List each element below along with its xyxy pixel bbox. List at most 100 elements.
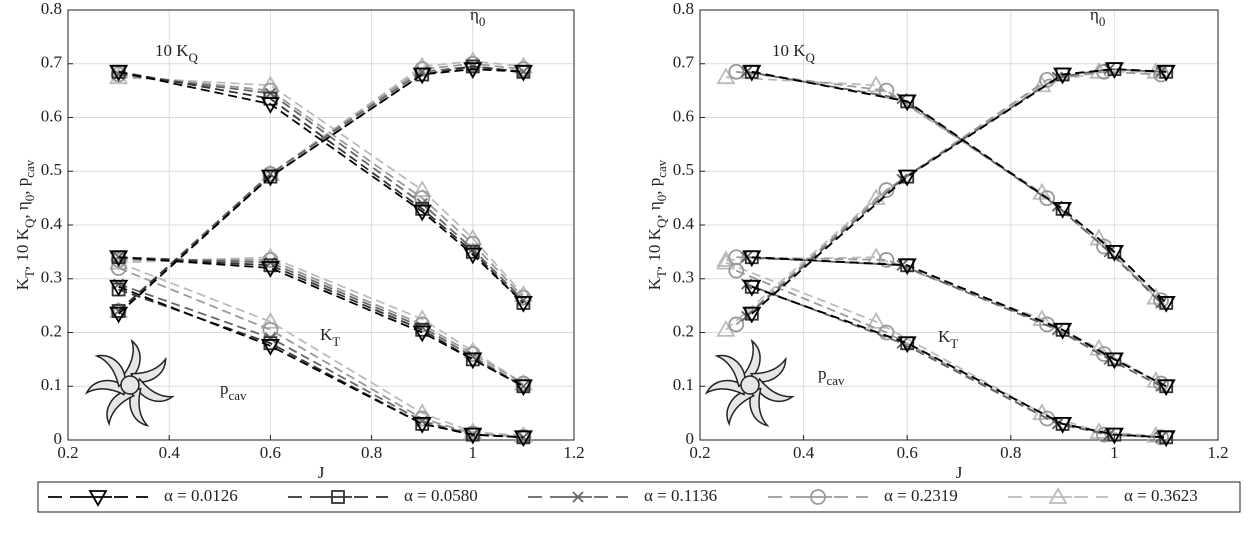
x-axis-label: J <box>956 463 963 482</box>
annotation: pcav <box>818 364 845 389</box>
axes-frame <box>67 9 575 441</box>
series-line <box>118 65 524 312</box>
data-point <box>742 250 762 268</box>
series-line <box>751 68 1167 315</box>
series-line <box>118 283 524 439</box>
series-line <box>118 76 525 296</box>
data-point <box>109 250 129 268</box>
annotation: 10 KQ <box>155 41 199 66</box>
subscript: T <box>654 270 669 278</box>
series-line <box>746 70 1162 304</box>
data-point <box>866 311 886 329</box>
series-line <box>118 256 524 388</box>
legend-label: α = 0.0580 <box>404 486 478 505</box>
text-part: η <box>470 5 479 24</box>
data-point <box>878 252 895 268</box>
data-point <box>260 97 280 114</box>
y-tick-label: 0.7 <box>41 53 63 72</box>
series-line <box>118 70 525 304</box>
data-point <box>866 247 886 265</box>
series-line <box>117 60 524 312</box>
data-point <box>412 416 432 434</box>
text-part: , p <box>13 178 32 195</box>
x-tick-label: 0.4 <box>159 443 181 462</box>
subscript: Q <box>806 50 816 65</box>
subscript: T <box>22 270 37 278</box>
subscript: cav <box>229 388 248 403</box>
propeller-icon <box>704 340 796 430</box>
data-point <box>412 204 432 222</box>
y-tick-label: 0 <box>54 429 63 448</box>
legend-marker <box>1048 487 1068 504</box>
legend-label: α = 0.0126 <box>164 486 238 505</box>
subscript: cav <box>827 373 846 388</box>
series-line <box>725 70 1156 331</box>
text-part: 10 K <box>155 41 189 60</box>
data-point <box>1039 190 1055 207</box>
y-tick-label: 0.6 <box>41 106 62 125</box>
series-line <box>118 256 524 385</box>
text-part: η <box>1090 5 1099 24</box>
y-tick-label: 0.5 <box>673 160 694 179</box>
x-tick-label: 0.8 <box>361 443 382 462</box>
subscript: 0 <box>654 195 669 202</box>
series-line <box>117 62 524 312</box>
data-point <box>109 279 129 297</box>
data-point <box>260 261 280 278</box>
legend-label: α = 0.1136 <box>644 486 717 505</box>
data-point <box>513 425 533 443</box>
series-line <box>751 68 1167 315</box>
y-tick-label: 0.2 <box>41 321 62 340</box>
text-part: p <box>818 364 827 383</box>
data-point <box>878 182 895 198</box>
data-point <box>742 306 762 324</box>
data-point <box>742 64 762 82</box>
subscript: Q <box>22 218 37 228</box>
data-point <box>897 336 917 354</box>
x-tick-label: 0.2 <box>689 443 710 462</box>
data-point <box>728 262 745 279</box>
series-line <box>118 70 525 304</box>
text-part: , η <box>645 201 664 218</box>
legend-marker <box>810 489 826 505</box>
data-point <box>1053 201 1073 219</box>
y-axis-label: KT, 10 KQ, η0, pcav <box>13 159 38 290</box>
propeller-icon <box>84 340 176 430</box>
x-tick-label: 1.2 <box>1207 443 1228 462</box>
annotation: pcav <box>220 379 247 404</box>
series-line <box>746 68 1162 318</box>
data-point <box>109 64 129 82</box>
text-part: K <box>645 277 664 290</box>
data-point <box>1104 427 1124 445</box>
data-point <box>513 64 533 82</box>
y-tick-label: 0.5 <box>41 160 62 179</box>
text-part: 10 K <box>772 41 806 60</box>
subscript: T <box>950 336 958 351</box>
series-line <box>118 261 524 437</box>
x-tick-label: 1 <box>469 443 478 462</box>
subscript: Q <box>189 50 199 65</box>
x-axis-label: J <box>318 463 325 482</box>
subscript: 0 <box>1099 14 1106 29</box>
data-point <box>463 352 483 370</box>
text-part: , 10 K <box>645 227 664 270</box>
data-point <box>897 94 917 112</box>
y-tick-label: 0.1 <box>41 375 62 394</box>
series-line <box>118 285 524 439</box>
data-point <box>1156 296 1176 313</box>
series-line <box>118 267 524 438</box>
legend-marker <box>331 490 345 504</box>
data-point <box>513 430 533 448</box>
text-part: , 10 K <box>13 227 32 270</box>
legend-label: α = 0.2319 <box>884 486 958 505</box>
data-point <box>1104 244 1124 262</box>
y-tick-label: 0.3 <box>673 268 694 287</box>
annotation: η0 <box>470 5 485 30</box>
series-line <box>751 70 1167 304</box>
data-point <box>1053 416 1073 434</box>
series-line <box>736 70 1162 301</box>
data-point <box>878 324 895 341</box>
series-line <box>725 261 1156 437</box>
